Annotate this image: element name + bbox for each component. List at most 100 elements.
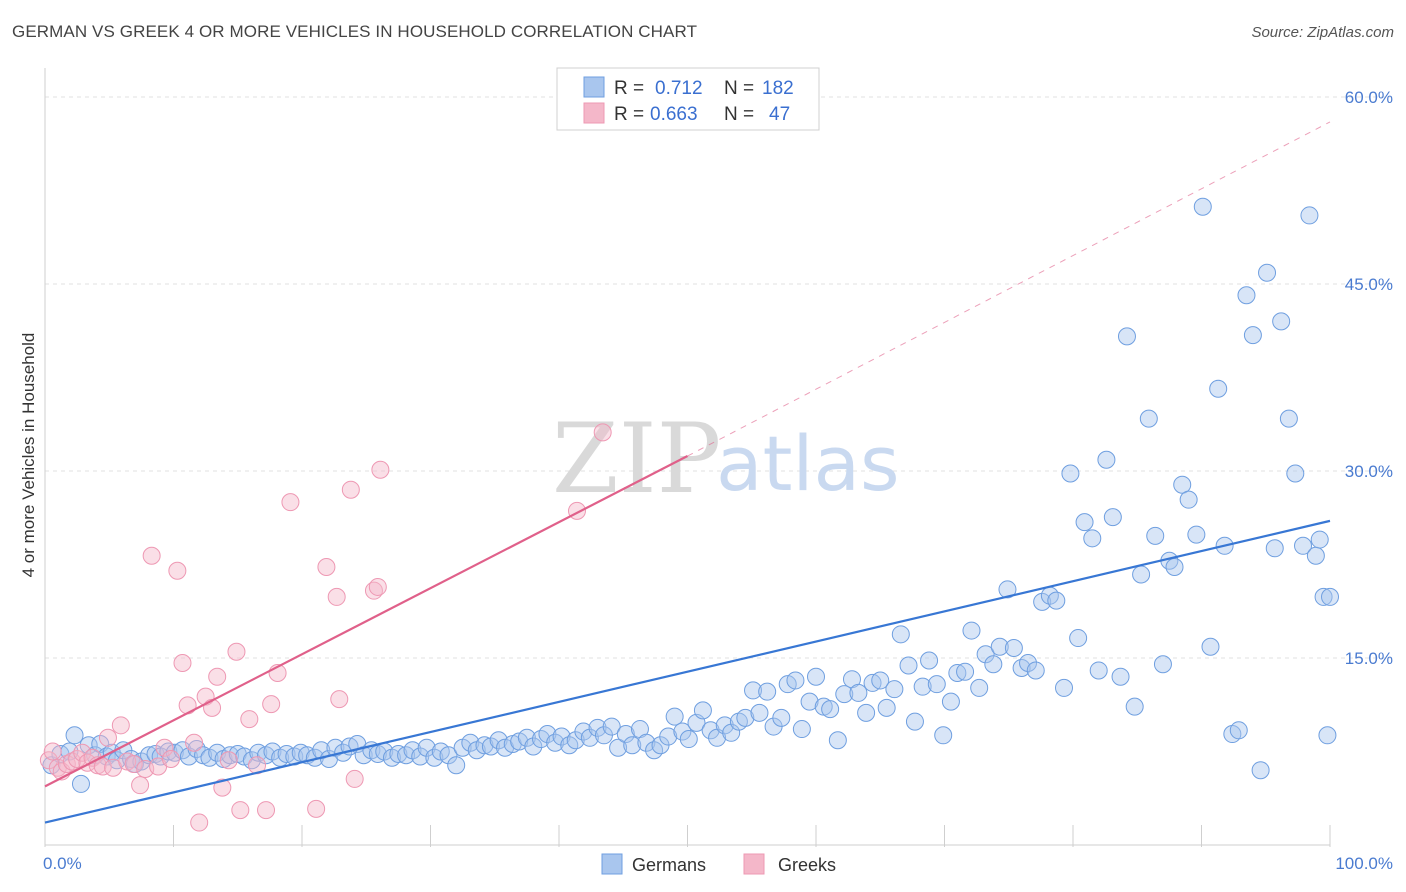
data-point-germans: [602, 717, 621, 736]
data-point-germans: [736, 708, 755, 727]
data-point-germans: [1055, 678, 1074, 697]
grid-lines: [45, 96, 1392, 659]
data-point-germans: [920, 651, 939, 670]
data-point-germans: [1117, 327, 1136, 346]
data-point-greeks: [161, 749, 180, 768]
data-point-germans: [871, 671, 890, 690]
data-point-germans: [65, 726, 84, 745]
data-point-germans: [792, 720, 811, 739]
data-point-greeks: [368, 577, 387, 596]
data-point-germans: [489, 731, 508, 750]
y-tick-labels: 15.0% 30.0% 45.0% 60.0%: [1345, 88, 1393, 668]
legend: R = 0.712 N = 182 R = 0.663 N = 47: [556, 67, 820, 131]
data-point-germans: [956, 662, 975, 681]
data-point-germans: [927, 675, 946, 694]
data-point-greeks: [39, 751, 58, 770]
bottom-legend-germans: Germans: [632, 855, 706, 875]
series-germans-points: [42, 197, 1339, 793]
data-point-germans: [715, 716, 734, 735]
data-point-greeks: [155, 738, 174, 757]
watermark-zip: ZIP: [552, 403, 721, 515]
watermark: ZIP atlas: [552, 403, 900, 515]
data-point-germans: [1047, 591, 1066, 610]
data-point-germans: [1139, 409, 1158, 428]
data-point-greeks: [98, 728, 117, 747]
data-point-greeks: [142, 546, 161, 565]
data-point-germans: [1179, 490, 1198, 509]
data-point-germans: [1004, 639, 1023, 658]
data-point-germans: [1083, 529, 1102, 548]
data-point-greeks: [593, 423, 612, 442]
data-point-germans: [1229, 721, 1248, 740]
trend-line-extension-greeks: [687, 121, 1331, 457]
data-point-germans: [744, 681, 763, 700]
data-point-germans: [1069, 629, 1088, 648]
data-point-germans: [616, 725, 635, 744]
data-point-germans: [580, 728, 599, 747]
data-point-greeks: [203, 698, 222, 717]
data-point-germans: [800, 692, 819, 711]
legend-swatch-germans: [583, 76, 605, 98]
legend-r-value: 0.712: [655, 78, 703, 99]
data-point-germans: [1237, 286, 1256, 305]
data-point-germans: [750, 703, 769, 722]
data-point-germans: [1187, 525, 1206, 544]
data-point-greeks: [257, 801, 276, 820]
data-point-greeks: [173, 653, 192, 672]
data-point-germans: [976, 645, 995, 664]
legend-swatch-greeks: [583, 102, 605, 124]
data-point-germans: [948, 663, 967, 682]
data-point-germans: [1321, 587, 1339, 606]
data-point-greeks: [227, 642, 246, 661]
x-tick-labels: 0.0% 100.0%: [43, 854, 1393, 873]
data-point-germans: [885, 680, 904, 699]
data-point-greeks: [168, 561, 187, 580]
y-tick-label: 30.0%: [1345, 462, 1393, 481]
data-point-germans: [1019, 653, 1038, 672]
data-point-germans: [1279, 409, 1298, 428]
data-point-germans: [1286, 464, 1305, 483]
data-point-germans: [1173, 475, 1192, 494]
x-tick-label: 0.0%: [43, 854, 82, 873]
data-point-germans: [1318, 726, 1337, 745]
data-point-germans: [1061, 464, 1080, 483]
data-point-germans: [962, 621, 981, 640]
data-point-germans: [1153, 655, 1172, 674]
data-point-germans: [1132, 565, 1151, 584]
data-point-germans: [772, 708, 791, 727]
data-point-greeks: [371, 460, 390, 479]
series-greeks-points: [39, 423, 612, 832]
data-point-germans: [913, 677, 932, 696]
axes: [44, 68, 1331, 847]
data-point-germans: [1258, 263, 1277, 282]
data-point-germans: [1146, 526, 1165, 545]
data-point-germans: [828, 731, 847, 750]
bottom-legend-swatch-greeks: [743, 853, 765, 875]
data-point-greeks: [231, 801, 250, 820]
data-point-germans: [659, 727, 678, 746]
data-point-germans: [1265, 539, 1284, 558]
data-point-germans: [1251, 761, 1270, 780]
data-point-germans: [821, 700, 840, 719]
data-point-germans: [857, 703, 876, 722]
data-point-greeks: [43, 742, 62, 761]
data-point-germans: [899, 656, 918, 675]
legend-n-label: N =: [724, 104, 754, 125]
data-point-greeks: [341, 480, 360, 499]
bottom-legend: Germans Greeks: [601, 853, 836, 875]
data-point-germans: [179, 747, 198, 766]
data-point-germans: [905, 712, 924, 731]
data-point-germans: [524, 737, 543, 756]
y-tick-label: 60.0%: [1345, 88, 1393, 107]
data-point-germans: [665, 707, 684, 726]
data-point-greeks: [208, 667, 227, 686]
data-point-greeks: [345, 769, 364, 788]
data-point-germans: [807, 667, 825, 686]
bottom-legend-swatch-germans: [601, 853, 623, 875]
data-point-germans: [998, 580, 1017, 599]
data-point-germans: [1193, 197, 1212, 216]
data-point-germans: [891, 625, 910, 644]
data-point-germans: [758, 682, 777, 701]
legend-r-value: 0.663: [650, 104, 698, 125]
